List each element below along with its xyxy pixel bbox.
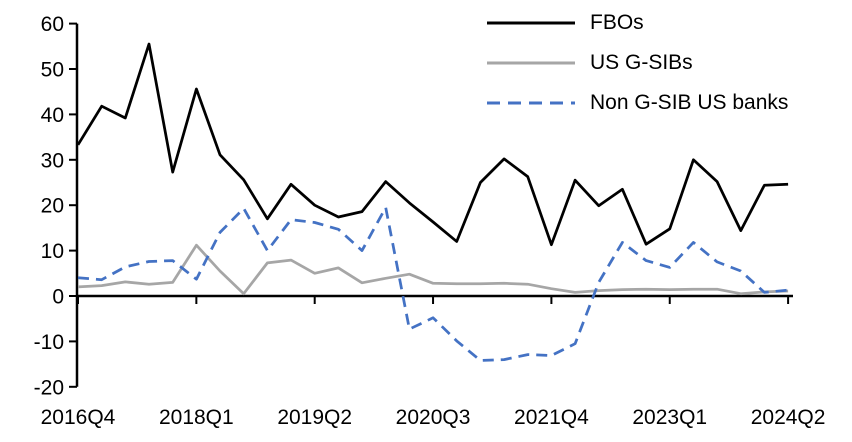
y-tick-label: 50 — [41, 59, 64, 82]
y-tick-label: 60 — [41, 13, 64, 36]
legend-line-non-gsib-us-banks-icon — [487, 101, 575, 105]
y-tick-label: -10 — [34, 331, 64, 354]
legend-label-fbos: FBOs — [590, 11, 644, 34]
legend-label-non-gsib-us-banks: Non G-SIB US banks — [590, 91, 789, 114]
x-tick-label: 2016Q4 — [41, 406, 116, 429]
legend-label-us-gsibs: US G-SIBs — [590, 51, 693, 74]
x-tick-label: 2021Q4 — [514, 406, 589, 429]
y-tick-label: 0 — [52, 286, 64, 309]
y-tick-label: 40 — [41, 104, 64, 127]
legend-item-non-gsib-us-banks: Non G-SIB US banks — [487, 90, 788, 116]
legend-item-us-gsibs: US G-SIBs — [487, 50, 788, 76]
x-tick-label: 2023Q1 — [632, 406, 707, 429]
x-tick-label: 2019Q2 — [277, 406, 352, 429]
y-tick-label: 20 — [41, 195, 64, 218]
x-tick-label: 2020Q3 — [396, 406, 471, 429]
y-tick-label: 30 — [41, 149, 64, 172]
chart-legend: FBOs US G-SIBs Non G-SIB US banks — [487, 10, 788, 116]
y-tick-label: 10 — [41, 240, 64, 263]
y-tick-label: -20 — [34, 376, 64, 399]
legend-line-us-gsibs-icon — [487, 61, 575, 65]
series-line-fbos — [76, 42, 789, 247]
legend-item-fbos: FBOs — [487, 10, 788, 36]
x-tick-label: 2018Q1 — [159, 406, 234, 429]
series-line-non-gsib-us-banks — [77, 206, 789, 362]
x-tick-label: 2024Q2 — [751, 406, 826, 429]
series-line-us-gsibs — [77, 243, 789, 296]
legend-line-fbos-icon — [487, 21, 575, 25]
